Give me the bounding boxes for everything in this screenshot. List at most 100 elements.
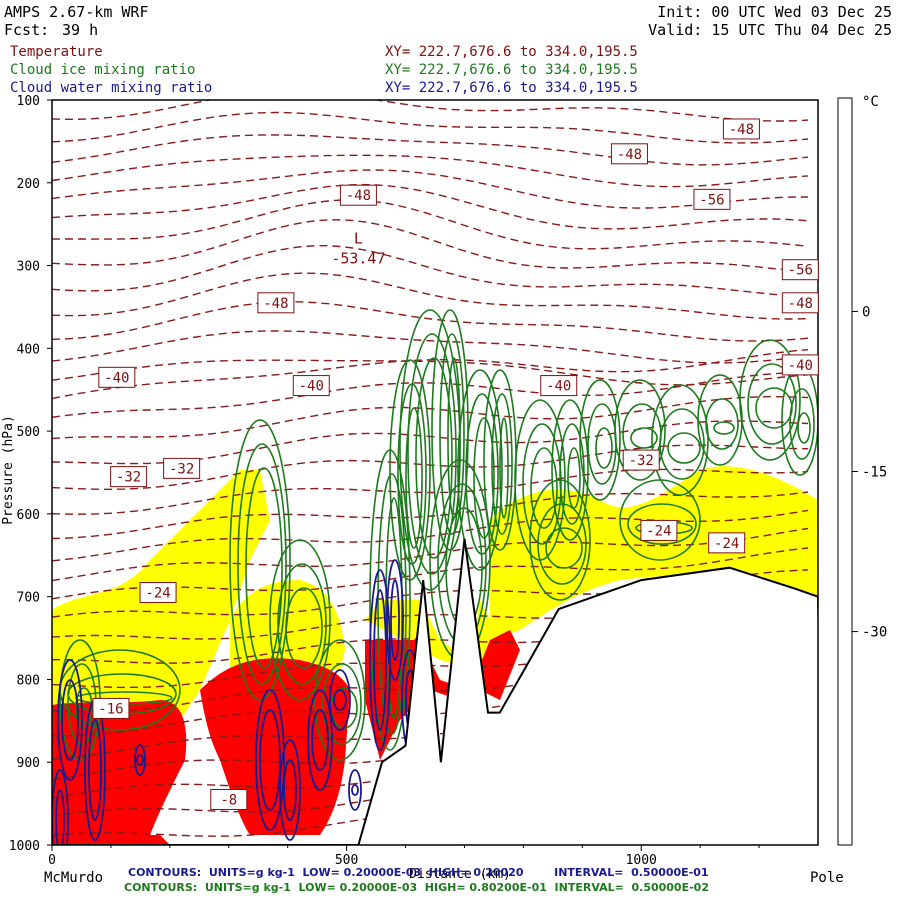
temperature-label-15: -24 [708,532,746,554]
y-tick-label-900: 900 [17,756,40,771]
temperature-contour-line [52,617,809,664]
cloud-water-contour-loop [283,759,297,821]
temperature-label-6: -48 [781,292,819,314]
cloud-ice-contour-loop [75,687,93,729]
temperature-label-text: -8 [220,792,237,808]
temperature-contour-line [52,183,809,230]
temperature-contour-line [52,491,809,540]
y-tick-label-800: 800 [17,673,40,688]
temperature-label-box [781,292,819,314]
cloud-ice-contour-loop [797,412,811,444]
temperature-label-7: -40 [98,366,136,388]
y-tick-label-400: 400 [17,342,40,357]
init-time: Init: 00 UTC Wed 03 Dec 25 [657,3,892,21]
cloud-ice-contour-loop [567,447,581,509]
cloud-water-contour-loop [279,739,301,841]
cloud-ice-contour-loop [595,427,613,469]
temperature-label-text: -16 [98,701,123,717]
cloud-water-contour-loop [348,769,362,811]
temperature-contour-line [52,420,809,465]
cloud-ice-contour-loop [579,379,621,501]
temperature-label-17: -16 [92,697,130,719]
cloud-ice-contour-loop [237,443,287,685]
temperature-label-4: -56 [781,259,819,281]
x-tick-label-0: 0 [48,853,56,868]
x-tick-label-1000: 1000 [626,853,657,868]
cloud-ice-contour-loop [245,467,283,669]
cloud-ice-contour-loop [659,408,705,480]
yellow-region-right [490,466,818,640]
temperature-label-8: -40 [292,375,330,397]
y-tick-label-200: 200 [17,177,40,192]
terrain-profile [52,538,818,845]
cloud-ice-contours [59,309,818,761]
yellow-region-mid [230,580,345,670]
cloud-water-contour-loop [57,659,83,781]
temperature-label-5: -48 [257,292,295,314]
cloud-water-contour-loop [136,754,144,766]
temperature-label-text: -32 [169,461,194,477]
cloud-water-contour-loop [61,679,79,761]
temperature-label-0: -48 [722,118,760,140]
temperature-label-1: -48 [610,143,648,165]
temperature-label-box [339,184,377,206]
cloud-ice-contour-loop [285,587,323,669]
cloud-water-contour-loop [55,789,65,845]
temperature-label-text: -40 [299,379,324,395]
end-endpoint-label: Pole [810,870,844,886]
cloud-water-contour-loop [88,719,102,821]
cloud-water-contour-loop [52,769,69,845]
cloud-ice-contour-loop [551,399,589,541]
cloud-ice-contour-loop [739,339,801,461]
temperature-contour-line [52,272,809,320]
temperature-label-text: -48 [617,147,642,163]
temperature-contour-line [52,300,809,342]
valid-time: Valid: 15 UTC Thu 04 Dec 25 [648,21,892,39]
field-ice-xy: XY= 222.7,676.6 to 334.0,195.5 [385,62,638,78]
cloud-water-contour-loop [373,589,387,731]
cloud-ice-contour-loop [630,427,658,449]
temperature-contour-line [52,245,809,298]
temperature-label-18: -8 [210,788,248,810]
cloud-ice-contour-loop [277,563,327,685]
temperature-label-2: -48 [339,184,377,206]
temperature-label-16: -24 [139,582,177,604]
temperature-contour-line [52,111,809,144]
cloud-ice-contour-loop [407,333,457,575]
colorbar-tick-label-2: -30 [862,625,887,641]
cloud-ice-contour-loop [405,407,423,549]
temperature-label-text: -48 [263,296,288,312]
cloud-water-contour-loop [134,744,146,776]
temperature-label-box [98,366,136,388]
temperature-labels: -48 -48 -48 -56 -56 -48 -48 -40 -40 -40 -40 -32 -32 -… [92,118,819,810]
temperature-contour-line [52,395,809,440]
temperature-contour-line [52,593,809,640]
cloud-ice-contour-loop [705,398,739,450]
red-region-foot [52,835,170,845]
temperature-contour-line [52,219,809,273]
cloud-water-contours [52,559,419,845]
temperature-label-text: -40 [104,370,129,386]
temperature-label-text: -48 [729,122,754,138]
temperature-label-box [292,375,330,397]
cloud-ice-contour-loop [457,369,503,571]
temperature-minimum-letter: L [354,229,363,247]
field-water-xy: XY= 222.7,676.6 to 334.0,195.5 [385,80,638,96]
cloud-ice-contour-loop [614,379,666,481]
footer-ice-contours: CONTOURS: UNITS=g kg-1 LOW= 0.20000E-03 … [124,881,709,894]
temperature-contour-line [52,330,809,364]
temperature-label-box [540,375,578,397]
cloud-ice-contour-loop [322,663,362,745]
footer-water-contours: CONTOURS: UNITS=g kg-1 LOW= 0.20000E-03 … [128,866,709,879]
temperature-label-box [139,582,177,604]
temperature-label-box [257,292,295,314]
cloud-ice-contour-loop [314,639,366,761]
x-tick-label-500: 500 [335,853,358,868]
field-temperature-xy: XY= 222.7,676.6 to 334.0,195.5 [385,44,638,60]
cloud-ice-contour-loop [545,527,583,569]
temperature-label-3: -56 [693,188,731,210]
start-endpoint-label: McMurdo [44,870,103,886]
cloud-ice-contour-loop [499,417,509,519]
cloud-ice-contour-loop [747,363,797,445]
